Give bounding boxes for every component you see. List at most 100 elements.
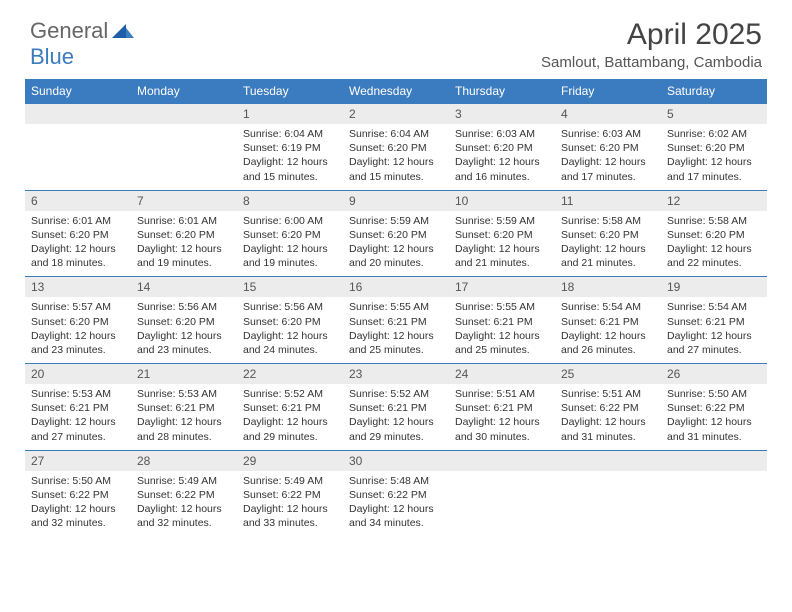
calendar-day-cell: 5Sunrise: 6:02 AMSunset: 6:20 PMDaylight… — [661, 104, 767, 191]
day-details: Sunrise: 5:59 AMSunset: 6:20 PMDaylight:… — [343, 211, 449, 277]
calendar-empty-cell — [25, 104, 131, 191]
calendar-day-cell: 13Sunrise: 5:57 AMSunset: 6:20 PMDayligh… — [25, 277, 131, 364]
day-number: 15 — [237, 277, 343, 297]
day-details: Sunrise: 5:55 AMSunset: 6:21 PMDaylight:… — [343, 297, 449, 363]
day-details: Sunrise: 5:53 AMSunset: 6:21 PMDaylight:… — [25, 384, 131, 450]
day-number: 23 — [343, 364, 449, 384]
day-number: 1 — [237, 104, 343, 124]
calendar-day-cell: 19Sunrise: 5:54 AMSunset: 6:21 PMDayligh… — [661, 277, 767, 364]
day-details: Sunrise: 5:51 AMSunset: 6:21 PMDaylight:… — [449, 384, 555, 450]
day-number-empty — [555, 451, 661, 471]
day-number: 24 — [449, 364, 555, 384]
day-details: Sunrise: 5:50 AMSunset: 6:22 PMDaylight:… — [25, 471, 131, 537]
calendar-day-cell: 11Sunrise: 5:58 AMSunset: 6:20 PMDayligh… — [555, 190, 661, 277]
day-details: Sunrise: 5:49 AMSunset: 6:22 PMDaylight:… — [131, 471, 237, 537]
day-number: 13 — [25, 277, 131, 297]
calendar-week-row: 1Sunrise: 6:04 AMSunset: 6:19 PMDaylight… — [25, 104, 767, 191]
weekday-header: Saturday — [661, 79, 767, 104]
day-number-empty — [661, 451, 767, 471]
day-number: 7 — [131, 191, 237, 211]
calendar-day-cell: 8Sunrise: 6:00 AMSunset: 6:20 PMDaylight… — [237, 190, 343, 277]
calendar-day-cell: 22Sunrise: 5:52 AMSunset: 6:21 PMDayligh… — [237, 364, 343, 451]
logo: General — [30, 18, 136, 44]
day-number: 22 — [237, 364, 343, 384]
calendar-day-cell: 21Sunrise: 5:53 AMSunset: 6:21 PMDayligh… — [131, 364, 237, 451]
day-details: Sunrise: 6:01 AMSunset: 6:20 PMDaylight:… — [131, 211, 237, 277]
day-number: 14 — [131, 277, 237, 297]
day-details: Sunrise: 5:58 AMSunset: 6:20 PMDaylight:… — [661, 211, 767, 277]
weekday-header: Thursday — [449, 79, 555, 104]
location-text: Samlout, Battambang, Cambodia — [541, 54, 762, 71]
day-number: 16 — [343, 277, 449, 297]
calendar-day-cell: 27Sunrise: 5:50 AMSunset: 6:22 PMDayligh… — [25, 450, 131, 536]
weekday-header: Sunday — [25, 79, 131, 104]
day-details: Sunrise: 5:58 AMSunset: 6:20 PMDaylight:… — [555, 211, 661, 277]
day-number: 12 — [661, 191, 767, 211]
day-number-empty — [25, 104, 131, 124]
day-number-empty — [131, 104, 237, 124]
calendar-empty-cell — [555, 450, 661, 536]
day-number: 11 — [555, 191, 661, 211]
calendar-day-cell: 28Sunrise: 5:49 AMSunset: 6:22 PMDayligh… — [131, 450, 237, 536]
calendar-day-cell: 9Sunrise: 5:59 AMSunset: 6:20 PMDaylight… — [343, 190, 449, 277]
calendar-day-cell: 7Sunrise: 6:01 AMSunset: 6:20 PMDaylight… — [131, 190, 237, 277]
day-number: 30 — [343, 451, 449, 471]
day-number: 26 — [661, 364, 767, 384]
day-details: Sunrise: 5:52 AMSunset: 6:21 PMDaylight:… — [237, 384, 343, 450]
day-details: Sunrise: 5:57 AMSunset: 6:20 PMDaylight:… — [25, 297, 131, 363]
calendar-day-cell: 20Sunrise: 5:53 AMSunset: 6:21 PMDayligh… — [25, 364, 131, 451]
day-number: 17 — [449, 277, 555, 297]
day-details: Sunrise: 5:56 AMSunset: 6:20 PMDaylight:… — [237, 297, 343, 363]
calendar-day-cell: 2Sunrise: 6:04 AMSunset: 6:20 PMDaylight… — [343, 104, 449, 191]
day-details: Sunrise: 5:49 AMSunset: 6:22 PMDaylight:… — [237, 471, 343, 537]
weekday-header: Friday — [555, 79, 661, 104]
day-number-empty — [449, 451, 555, 471]
day-details: Sunrise: 6:04 AMSunset: 6:19 PMDaylight:… — [237, 124, 343, 190]
day-details: Sunrise: 5:55 AMSunset: 6:21 PMDaylight:… — [449, 297, 555, 363]
day-details: Sunrise: 6:03 AMSunset: 6:20 PMDaylight:… — [449, 124, 555, 190]
calendar-week-row: 13Sunrise: 5:57 AMSunset: 6:20 PMDayligh… — [25, 277, 767, 364]
weekday-header: Monday — [131, 79, 237, 104]
day-details: Sunrise: 5:48 AMSunset: 6:22 PMDaylight:… — [343, 471, 449, 537]
day-number: 20 — [25, 364, 131, 384]
month-title: April 2025 — [541, 18, 762, 52]
day-number: 5 — [661, 104, 767, 124]
calendar-day-cell: 18Sunrise: 5:54 AMSunset: 6:21 PMDayligh… — [555, 277, 661, 364]
calendar-week-row: 20Sunrise: 5:53 AMSunset: 6:21 PMDayligh… — [25, 364, 767, 451]
day-number: 21 — [131, 364, 237, 384]
title-block: April 2025 Samlout, Battambang, Cambodia — [541, 18, 762, 71]
day-details: Sunrise: 6:00 AMSunset: 6:20 PMDaylight:… — [237, 211, 343, 277]
calendar-day-cell: 3Sunrise: 6:03 AMSunset: 6:20 PMDaylight… — [449, 104, 555, 191]
calendar-day-cell: 30Sunrise: 5:48 AMSunset: 6:22 PMDayligh… — [343, 450, 449, 536]
calendar-empty-cell — [131, 104, 237, 191]
day-number: 28 — [131, 451, 237, 471]
calendar-day-cell: 17Sunrise: 5:55 AMSunset: 6:21 PMDayligh… — [449, 277, 555, 364]
calendar-day-cell: 23Sunrise: 5:52 AMSunset: 6:21 PMDayligh… — [343, 364, 449, 451]
logo-text-blue: Blue — [30, 44, 74, 70]
day-details: Sunrise: 5:54 AMSunset: 6:21 PMDaylight:… — [555, 297, 661, 363]
calendar-week-row: 6Sunrise: 6:01 AMSunset: 6:20 PMDaylight… — [25, 190, 767, 277]
weekday-header: Tuesday — [237, 79, 343, 104]
logo-triangle-icon — [112, 20, 134, 43]
day-number: 27 — [25, 451, 131, 471]
day-details: Sunrise: 6:01 AMSunset: 6:20 PMDaylight:… — [25, 211, 131, 277]
day-number: 19 — [661, 277, 767, 297]
calendar-empty-cell — [449, 450, 555, 536]
day-details: Sunrise: 5:53 AMSunset: 6:21 PMDaylight:… — [131, 384, 237, 450]
calendar-day-cell: 10Sunrise: 5:59 AMSunset: 6:20 PMDayligh… — [449, 190, 555, 277]
calendar-day-cell: 15Sunrise: 5:56 AMSunset: 6:20 PMDayligh… — [237, 277, 343, 364]
day-details: Sunrise: 5:59 AMSunset: 6:20 PMDaylight:… — [449, 211, 555, 277]
day-number: 25 — [555, 364, 661, 384]
header: General April 2025 Samlout, Battambang, … — [0, 0, 792, 79]
day-number: 10 — [449, 191, 555, 211]
calendar-day-cell: 24Sunrise: 5:51 AMSunset: 6:21 PMDayligh… — [449, 364, 555, 451]
day-number: 8 — [237, 191, 343, 211]
calendar-table: SundayMondayTuesdayWednesdayThursdayFrid… — [25, 79, 767, 536]
day-details: Sunrise: 6:03 AMSunset: 6:20 PMDaylight:… — [555, 124, 661, 190]
calendar-day-cell: 25Sunrise: 5:51 AMSunset: 6:22 PMDayligh… — [555, 364, 661, 451]
day-number: 6 — [25, 191, 131, 211]
day-number: 29 — [237, 451, 343, 471]
day-details: Sunrise: 6:04 AMSunset: 6:20 PMDaylight:… — [343, 124, 449, 190]
day-number: 4 — [555, 104, 661, 124]
calendar-body: 1Sunrise: 6:04 AMSunset: 6:19 PMDaylight… — [25, 104, 767, 537]
